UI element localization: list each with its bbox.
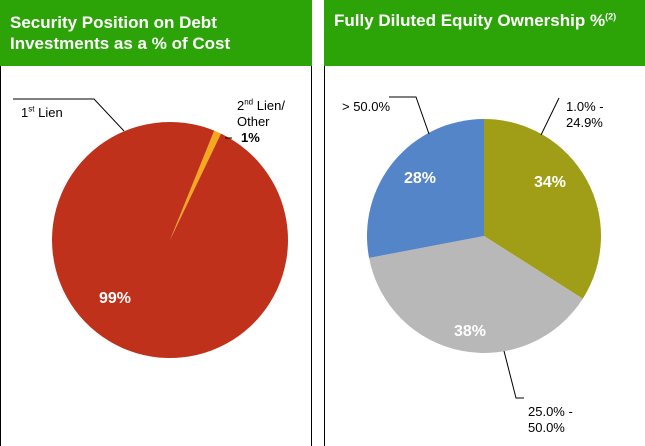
label-gt-50: > 50.0% [342, 99, 391, 114]
slice-second-lien [170, 130, 221, 240]
slice-1-to-24 [484, 119, 602, 299]
title-line-1: Security Position on Debt [10, 13, 217, 32]
label-1-to-24-line1: 1.0% - [566, 99, 604, 114]
first-lien-label: 1st Lien [21, 105, 63, 121]
slice-first-lien [51, 121, 288, 358]
second-lien-sup: nd [244, 97, 254, 107]
slice-25-to-50 [369, 236, 583, 354]
pct-25-to-50: 38% [454, 323, 487, 340]
label-25-to-50-line2: 50.0% [528, 420, 565, 435]
second-lien-text: Lien/ [256, 98, 285, 113]
first-lien-pct: 99% [99, 290, 132, 307]
first-lien-leader-line [13, 98, 125, 132]
right-border [311, 66, 312, 446]
equity-ownership-panel: Fully Diluted Equity Ownership %(2) > 50… [324, 0, 645, 446]
first-lien-text: Lien [38, 105, 63, 120]
first-lien-sup: st [28, 104, 35, 114]
pct-1-to-24: 34% [534, 174, 567, 191]
second-lien-text-2: Other [237, 114, 270, 129]
equity-title-text: Fully Diluted Equity Ownership % [334, 11, 606, 30]
second-lien-label: 2nd Lien/ Other 1% [237, 98, 285, 146]
slice-gt-50 [367, 119, 484, 258]
label-gt-50-leader-line [389, 96, 430, 135]
label-1-to-24-line2: 24.9% [566, 115, 603, 130]
equity-ownership-title: Fully Diluted Equity Ownership %(2) [324, 0, 645, 66]
second-lien-pct: 1% [241, 130, 260, 145]
label-1-to-24-leader-line [540, 97, 560, 136]
label-25-to-50: 25.0% - 50.0% [528, 404, 573, 436]
title-line-2: Investments as a % of Cost [10, 34, 231, 53]
pct-gt-50: 28% [404, 170, 437, 187]
security-position-title: Security Position on Debt Investments as… [0, 0, 312, 66]
second-lien-prefix: 2 [237, 98, 245, 113]
first-lien-prefix: 1 [21, 105, 29, 120]
label-25-to-50-line1: 25.0% - [528, 404, 573, 419]
security-position-pie [13, 98, 288, 358]
label-25-to-50-leader-line [503, 350, 524, 399]
left-border [324, 66, 325, 446]
equity-ownership-pie [367, 96, 602, 399]
security-position-panel: Security Position on Debt Investments as… [0, 0, 312, 446]
left-border [0, 66, 1, 446]
label-1-to-24: 1.0% - 24.9% [566, 99, 604, 131]
equity-title-sup: (2) [605, 11, 617, 22]
